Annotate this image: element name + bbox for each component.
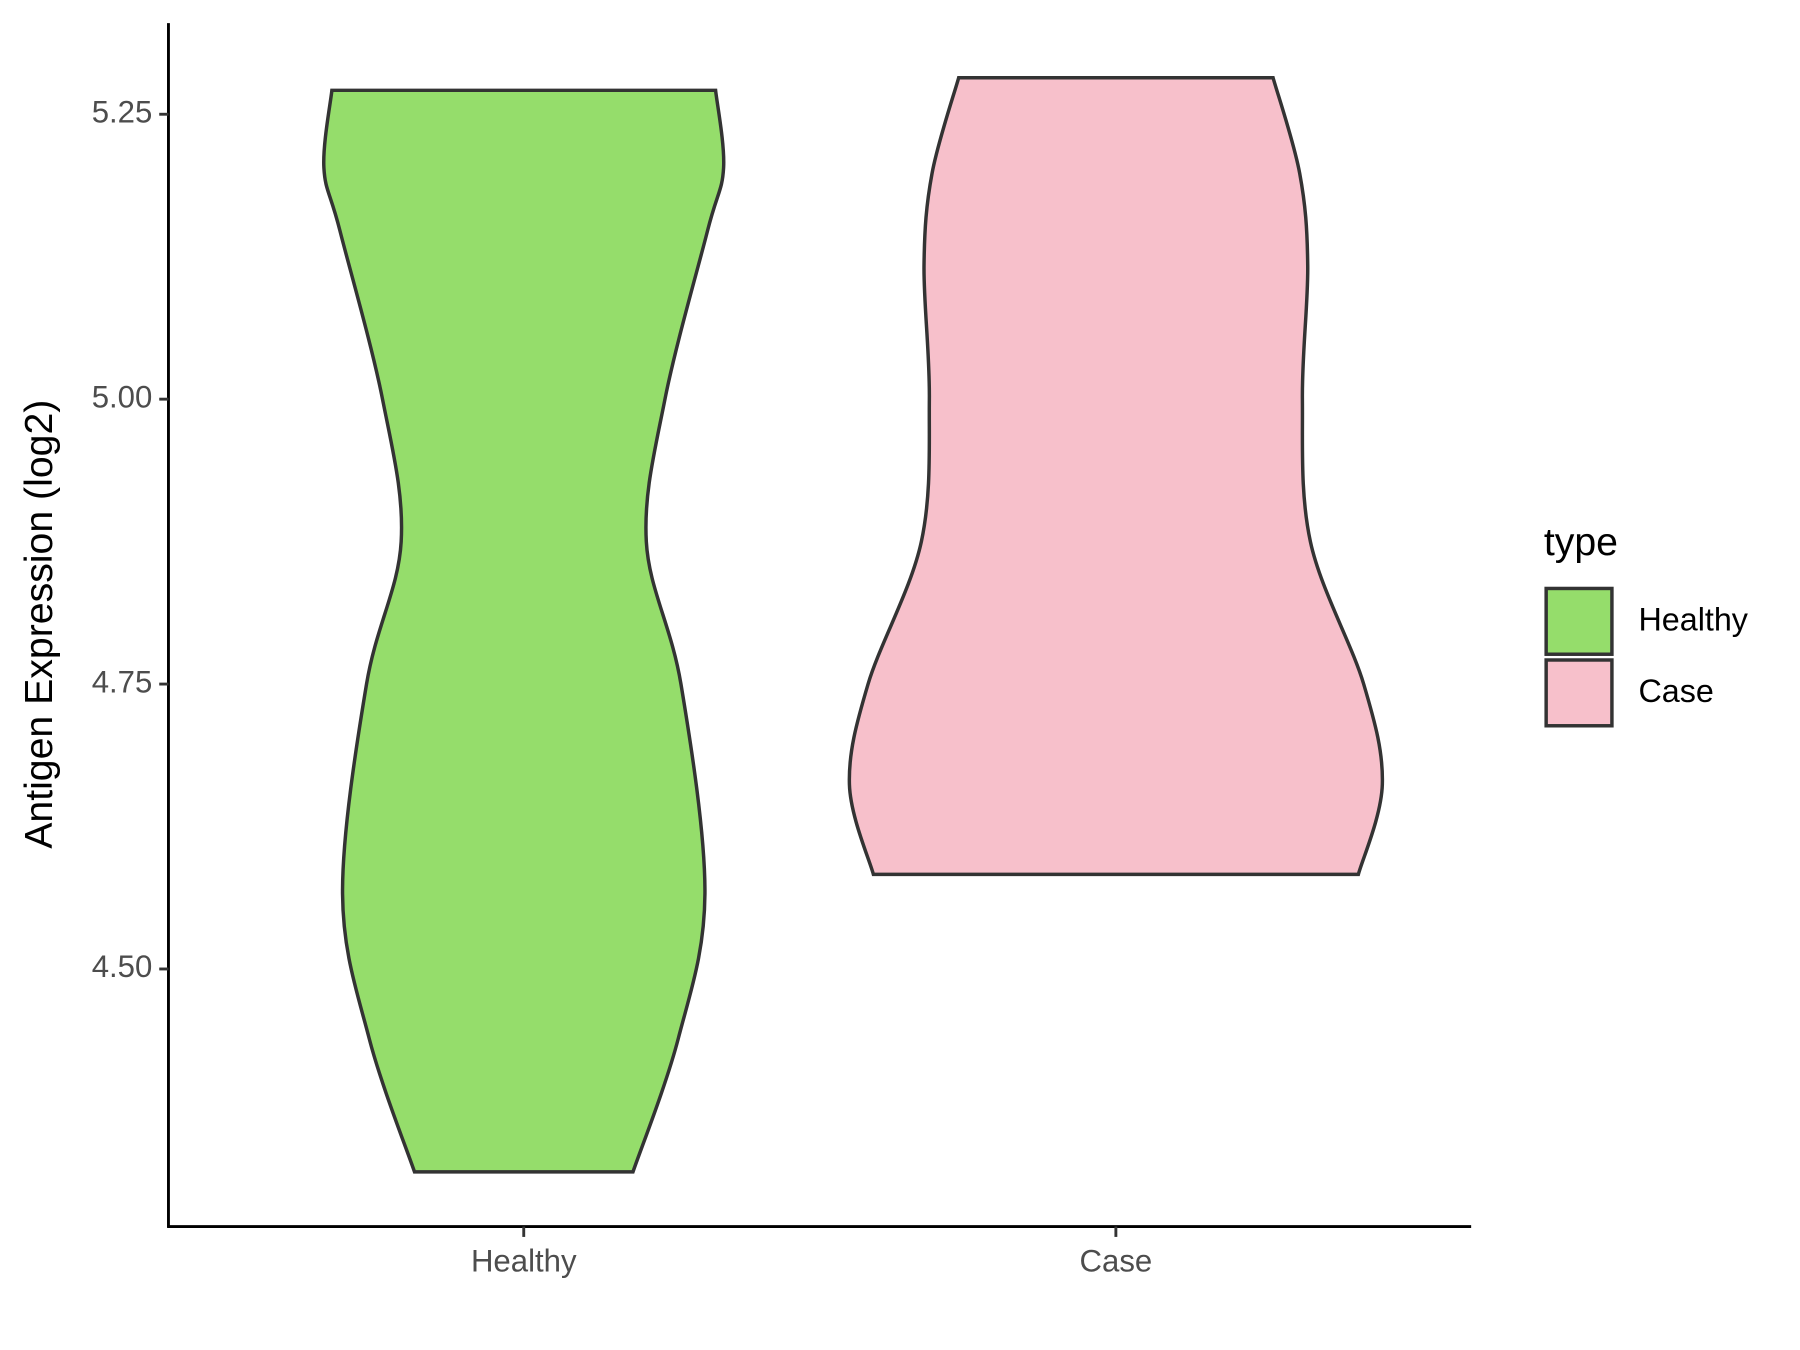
x-tick-label: Case — [1080, 1244, 1153, 1279]
legend-label: Healthy — [1638, 601, 1748, 637]
x-tick-label: Healthy — [471, 1244, 577, 1279]
legend-swatch — [1544, 658, 1614, 728]
legend-label: Case — [1638, 673, 1713, 709]
y-tick-label: 4.50 — [92, 949, 153, 984]
violin — [847, 76, 1385, 877]
y-tick-label: 5.25 — [92, 94, 153, 129]
violin — [322, 88, 726, 1174]
y-tick-label: 4.75 — [92, 664, 153, 699]
y-axis-title: Antigen Expression (log2) — [17, 400, 61, 849]
y-tick-label: 5.00 — [92, 379, 153, 414]
legend-title: type — [1544, 520, 1618, 564]
legend-swatch — [1544, 586, 1614, 656]
